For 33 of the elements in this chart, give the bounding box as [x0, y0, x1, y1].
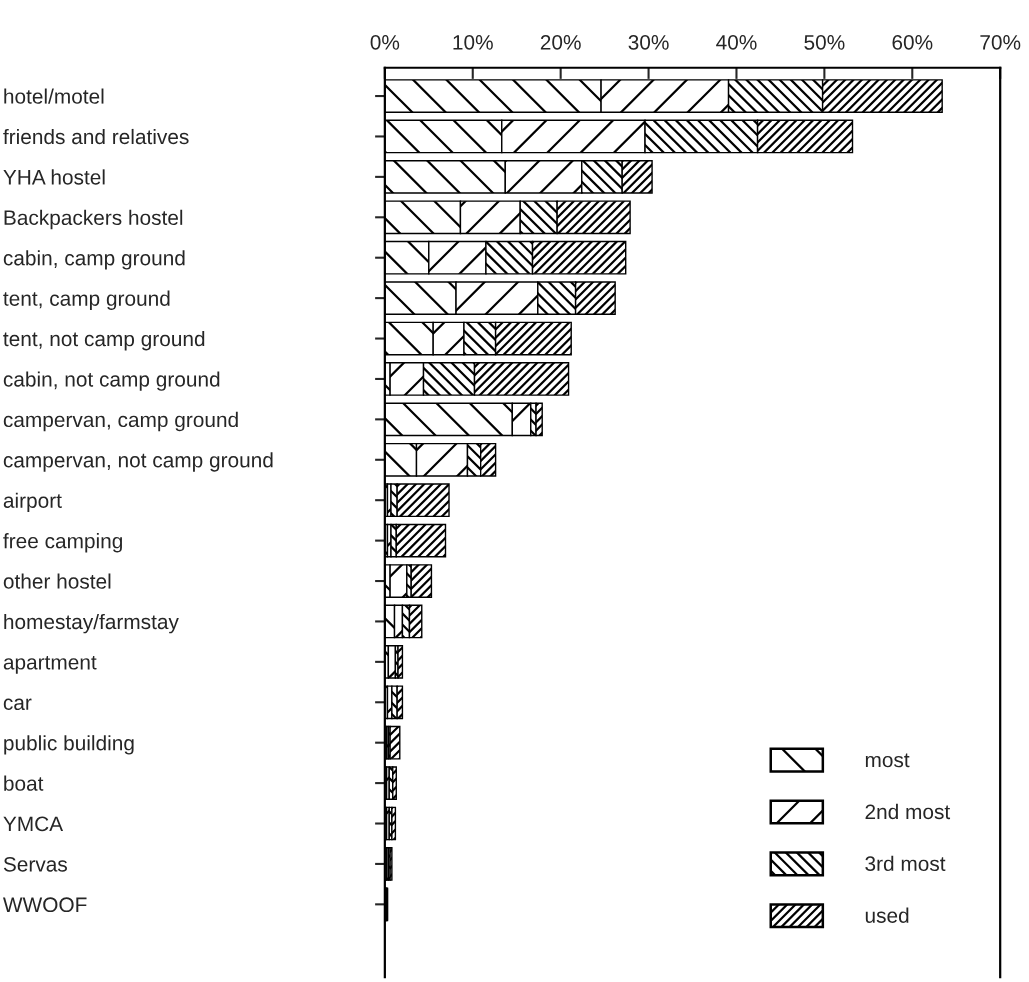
y-tick-label: airport	[3, 492, 62, 513]
x-tick-label: 60%	[892, 35, 933, 50]
y-tick-label: YMCA	[3, 816, 64, 832]
y-tick-label: tent, not camp ground	[3, 330, 205, 351]
x-tick-label: 0%	[370, 35, 400, 50]
y-tick-label: car	[3, 698, 32, 711]
y-tick-label: tent, camp ground	[3, 290, 170, 310]
y-tick-label: Backpackers hostel	[4, 209, 183, 230]
y-tick-label: apartment	[3, 655, 97, 674]
y-tick-label: WWOOF	[2, 897, 87, 913]
y-tick-label: cabin, not camp ground	[3, 371, 220, 391]
y-tick-label: YHA hostel	[3, 169, 105, 185]
legend-label: 3rd most	[865, 855, 946, 872]
y-tick-label: friends and relatives	[3, 128, 189, 145]
x-tick-label: 20%	[540, 35, 581, 50]
y-tick-label: campervan, not camp ground	[3, 452, 273, 472]
y-tick-label: other hostel	[3, 573, 111, 589]
y-tick-label: cabin, camp ground	[3, 250, 185, 270]
x-tick-label: 10%	[453, 35, 493, 50]
x-tick-label: 30%	[628, 35, 669, 50]
x-tick-label: 70%	[980, 35, 1021, 50]
y-tick-label: hotel/motel	[4, 88, 104, 104]
y-tick-label: public building	[4, 735, 134, 755]
legend-label: used	[865, 907, 909, 923]
legend-label: most	[865, 753, 910, 768]
y-tick-label: campervan, camp ground	[3, 411, 238, 432]
legend-label: 2nd most	[865, 803, 951, 820]
y-tick-label: homestay/farmstay	[4, 613, 179, 634]
x-tick-label: 50%	[804, 35, 845, 50]
y-tick-label: free camping	[3, 533, 122, 553]
x-tick-label: 40%	[716, 35, 757, 50]
y-tick-label: Servas	[3, 856, 67, 872]
y-tick-label: boat	[4, 775, 44, 791]
